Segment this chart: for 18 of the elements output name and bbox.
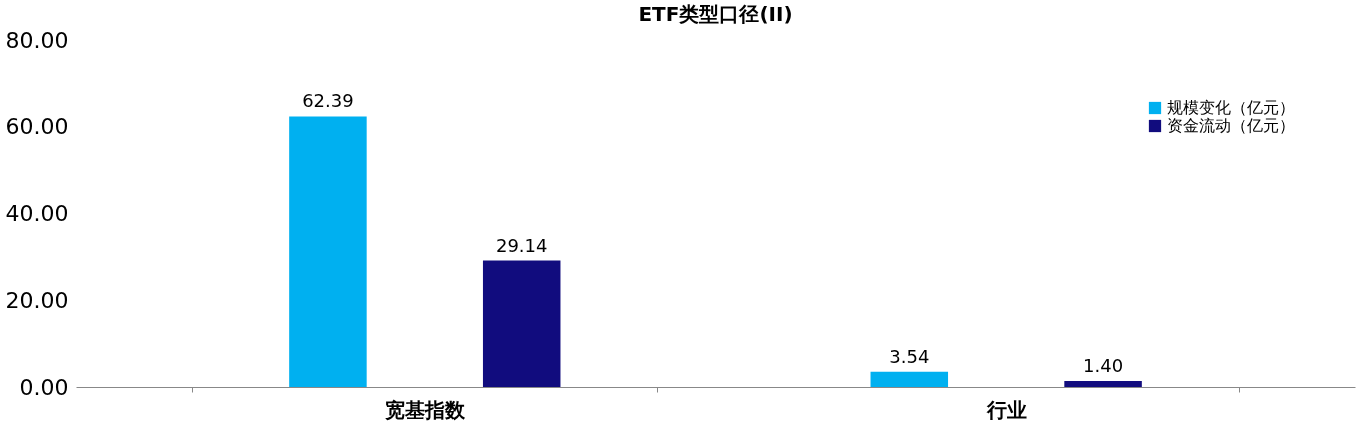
legend-label: 资金流动（亿元） <box>1167 116 1295 135</box>
x-tick-label: 行业 <box>985 397 1027 422</box>
bar <box>482 260 561 387</box>
bar <box>870 371 949 387</box>
bar <box>289 116 367 387</box>
legend-label: 规模变化（亿元） <box>1167 98 1295 117</box>
y-tick-label: 0.00 <box>19 374 69 400</box>
y-tick-label: 60.00 <box>5 114 69 140</box>
chart-title: ETF类型口径(II) <box>638 2 793 26</box>
data-label: 62.39 <box>302 90 354 112</box>
data-label: 29.14 <box>495 234 548 256</box>
y-tick-label: 80.00 <box>5 27 69 53</box>
bar <box>1064 380 1142 387</box>
y-tick-label: 40.00 <box>5 201 69 226</box>
data-label: 3.54 <box>889 345 930 367</box>
data-label: 1.40 <box>1083 354 1124 376</box>
y-tick-label: 20.00 <box>5 287 69 313</box>
x-tick-label: 宽基指数 <box>385 397 467 422</box>
